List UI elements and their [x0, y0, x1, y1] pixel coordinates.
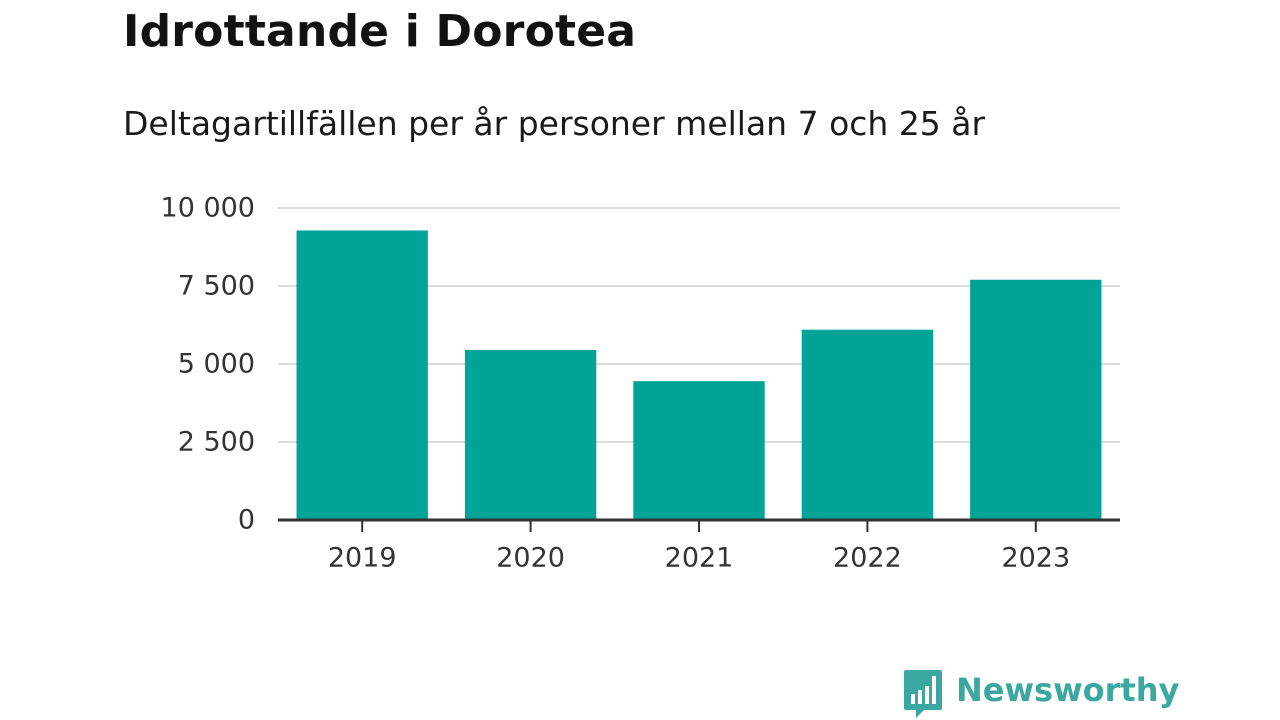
bar-2019: [296, 230, 428, 521]
y-tick-label: 2 500: [178, 427, 255, 458]
bar-2021: [633, 381, 765, 520]
newsworthy-logo-icon: [904, 670, 942, 718]
x-tick-label: 2021: [665, 543, 734, 574]
chart-title: Idrottande i Dorotea: [123, 6, 637, 57]
x-tick-label: 2019: [328, 543, 397, 574]
brand-name: Newsworthy: [956, 671, 1180, 709]
newsworthy-branding: Newsworthy: [902, 668, 1179, 720]
y-tick-label: 0: [238, 505, 255, 536]
x-tick-label: 2022: [833, 543, 902, 574]
y-tick-label: 7 500: [178, 271, 255, 302]
bar-2020: [464, 349, 597, 520]
x-tick-label: 2023: [1001, 543, 1070, 574]
y-tick-label: 10 000: [161, 193, 255, 224]
y-tick-label: 5 000: [178, 349, 255, 380]
bar-2022: [801, 329, 934, 520]
bar-2023: [970, 279, 1102, 520]
x-tick-label: 2020: [496, 543, 565, 574]
chart-subtitle: Deltagartillfällen per år personer mella…: [123, 104, 986, 143]
